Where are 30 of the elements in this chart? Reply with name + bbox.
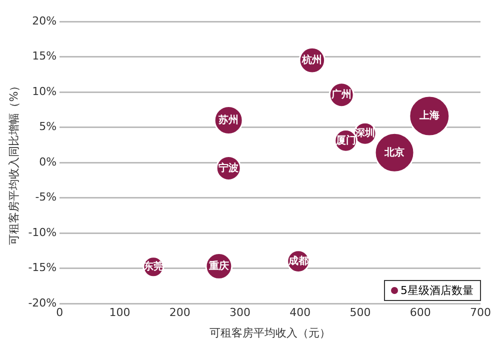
- annotation: 厦门: [334, 134, 356, 146]
- x-tick-label: 0: [56, 306, 64, 320]
- annotation: 上海: [418, 110, 440, 122]
- y-tick-label: 10%: [32, 84, 57, 98]
- annotation: 重庆: [208, 260, 229, 272]
- y-tick-label: -20%: [28, 296, 57, 310]
- y-tick-label: 5%: [39, 120, 57, 134]
- x-tick-label: 700: [470, 306, 491, 320]
- x-tick-label: 500: [350, 306, 371, 320]
- annotation: 宁波: [218, 162, 240, 174]
- legend-label: 5星级酒店数量: [400, 282, 474, 298]
- x-tick-label: 300: [229, 306, 250, 320]
- y-tick-label: -15%: [28, 261, 57, 274]
- annotation: 广州: [330, 88, 352, 100]
- annotation: 深圳: [354, 127, 376, 140]
- y-tick-label: -5%: [35, 190, 57, 204]
- y-tick-label: 20%: [32, 14, 57, 28]
- annotation: 苏州: [218, 114, 239, 126]
- y-tick-label: 15%: [32, 50, 57, 63]
- x-axis-title: 可租客房平均收入（元）: [210, 326, 331, 340]
- x-tick-label: 400: [290, 306, 311, 320]
- y-tick-label: -10%: [28, 226, 57, 239]
- x-tick-label: 600: [410, 306, 431, 320]
- x-tick-label: 200: [169, 306, 190, 320]
- annotation: 北京: [384, 146, 405, 158]
- x-tick-label: 100: [109, 306, 130, 320]
- annotation: 杭州: [301, 54, 322, 66]
- y-tick-label: 0%: [39, 155, 57, 168]
- annotation: 成都: [287, 254, 308, 267]
- y-axis-title: 可租客房平均收入同比增幅（%）: [7, 80, 20, 245]
